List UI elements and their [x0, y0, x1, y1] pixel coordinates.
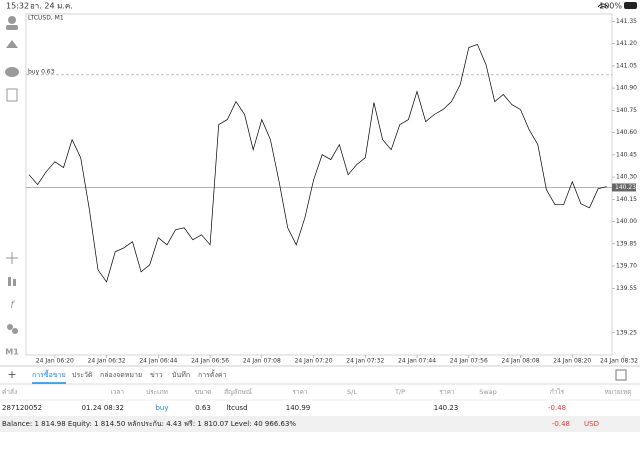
y-tick-label: 140.90	[616, 85, 637, 92]
x-tick-label: 24 Jan 06:32	[88, 358, 126, 365]
y-tick-label: 141.05	[616, 62, 637, 69]
order-label: buy 0.63	[28, 68, 55, 75]
y-tick-label: 139.85	[616, 240, 637, 247]
status-time: 15:32	[6, 2, 29, 11]
tab[interactable]: การตั้งค่า	[198, 368, 227, 379]
tab[interactable]: ประวัติ	[72, 371, 93, 379]
cell-time: 01.24 08:32	[82, 404, 124, 412]
add-button[interactable]: +	[7, 368, 16, 381]
account-icon-base	[6, 25, 18, 30]
y-tick-label: 139.70	[616, 263, 637, 270]
status-date: อา. 24 ม.ค.	[30, 2, 73, 11]
cell-size: 0.63	[195, 404, 211, 412]
new-order-icon[interactable]	[6, 88, 18, 102]
cell-open-price: 140.99	[286, 404, 311, 412]
x-tick-label: 24 Jan 07:32	[346, 358, 384, 365]
y-tick-label: 139.55	[616, 285, 637, 292]
y-tick-label: 140.00	[616, 218, 637, 225]
tab[interactable]: การซื้อขาย	[32, 368, 66, 379]
column-header: คำสั่ง	[2, 387, 17, 396]
x-tick-label: 24 Jan 07:44	[398, 358, 436, 365]
y-tick-label: 140.60	[616, 129, 637, 136]
x-tick-label: 24 Jan 08:32	[600, 358, 638, 365]
indicator-icon-2	[13, 279, 16, 286]
price-line-series	[28, 43, 607, 283]
column-header: เวลา	[110, 388, 124, 396]
price-box	[612, 183, 636, 192]
column-header: ราคา	[292, 388, 307, 396]
y-tick-label: 140.75	[616, 107, 637, 114]
currency: USD	[584, 420, 599, 428]
cell-order: 287120052	[2, 404, 42, 412]
tab[interactable]: บันทึก	[172, 370, 190, 379]
total-profit: -0.48	[552, 420, 570, 428]
cell-type: buy	[155, 404, 168, 412]
price-label: 140.23	[615, 184, 636, 191]
function-icon[interactable]: f	[10, 300, 15, 311]
y-tick-label: 140.15	[616, 196, 637, 203]
column-header: กำไร	[550, 388, 565, 396]
account-icon[interactable]	[8, 16, 16, 24]
cell-profit: -0.48	[548, 404, 566, 412]
chart-symbol: LTCUSD, M1	[28, 15, 64, 22]
indicator-icon[interactable]	[8, 277, 11, 286]
column-header: ประเภท	[146, 388, 168, 396]
y-tick-label: 140.30	[616, 174, 637, 181]
column-header: Swap	[479, 388, 497, 396]
column-header: ราคา	[439, 388, 454, 396]
crosshair-icon[interactable]	[6, 252, 18, 264]
cell-symbol: ltcusd	[226, 404, 247, 412]
trade-icon[interactable]	[6, 40, 18, 48]
tab[interactable]: ข่าว	[150, 371, 163, 379]
cell-price: 140.23	[434, 404, 459, 412]
x-tick-label: 24 Jan 07:56	[450, 358, 488, 365]
objects-icon[interactable]	[7, 324, 13, 330]
status-battery: 100%	[599, 2, 622, 11]
column-header: สัญลักษณ์	[224, 388, 252, 396]
x-tick-label: 24 Jan 08:20	[553, 358, 591, 365]
column-header: หมายเหตุ	[605, 388, 632, 396]
x-tick-label: 24 Jan 06:44	[139, 358, 177, 365]
battery-icon	[624, 2, 637, 9]
column-header: S/L	[347, 388, 357, 396]
timeframe-button[interactable]: M1	[5, 348, 19, 357]
toolbar: f	[5, 16, 19, 334]
x-tick-label: 24 Jan 07:20	[295, 358, 333, 365]
tab[interactable]: กล่องจดหมาย	[100, 371, 142, 379]
balance-bar	[0, 416, 640, 432]
column-header: T/P	[394, 388, 405, 396]
x-tick-label: 24 Jan 06:20	[36, 358, 74, 365]
column-header: ขนาด	[195, 388, 212, 396]
x-tick-label: 24 Jan 08:08	[502, 358, 540, 365]
wifi-icon	[597, 3, 609, 9]
objects-icon-2	[12, 328, 18, 334]
x-tick-label: 24 Jan 06:56	[191, 358, 229, 365]
panel-icon[interactable]	[615, 369, 627, 381]
balance-text: Balance: 1 814.98 Equity: 1 814.50 หลักป…	[2, 420, 296, 428]
y-tick-label: 141.20	[616, 40, 637, 47]
y-tick-label: 140.45	[616, 151, 637, 158]
x-tick-label: 24 Jan 07:08	[243, 358, 281, 365]
y-tick-label: 139.25	[616, 329, 637, 336]
chat-icon[interactable]	[5, 67, 19, 77]
y-tick-label: 141.35	[616, 18, 637, 25]
